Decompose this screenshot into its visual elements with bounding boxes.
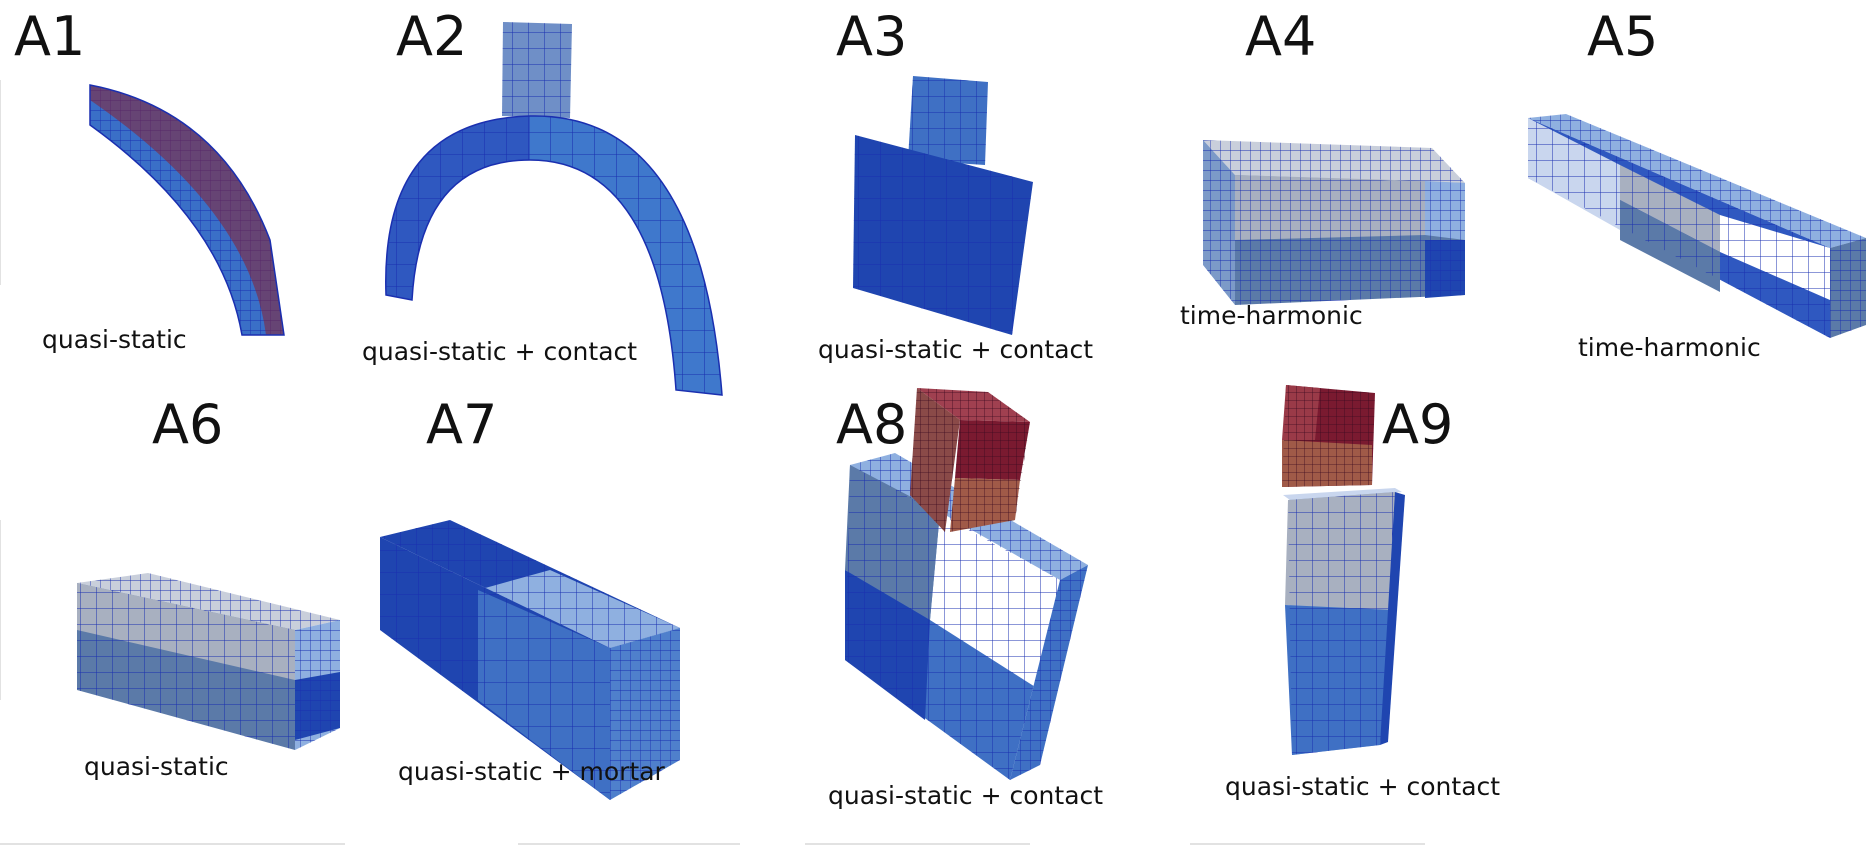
panel-a3: A3 quasi-static + contact xyxy=(818,5,1093,364)
panel-a1-label: A1 xyxy=(14,5,85,68)
bottom-rules xyxy=(0,80,1425,845)
panel-a4-mesh xyxy=(1203,140,1465,305)
panel-a5-mesh xyxy=(1528,114,1866,338)
panel-a7: A7 quasi-static + mortar xyxy=(380,393,680,800)
panel-a8-block xyxy=(910,388,1030,532)
panel-a8: A8 quasi-static + contact xyxy=(828,388,1103,810)
panel-a2-label: A2 xyxy=(396,5,467,68)
panel-a9-caption: quasi-static + contact xyxy=(1225,772,1500,801)
panel-a2-arch xyxy=(385,115,723,396)
panel-a5-label: A5 xyxy=(1587,5,1658,68)
panel-a5-caption: time-harmonic xyxy=(1578,333,1761,362)
panel-a7-label: A7 xyxy=(426,393,497,456)
panel-a7-mesh xyxy=(380,520,680,800)
panel-a9: A9 quasi-static + contact xyxy=(1225,385,1500,801)
panel-a1-mesh xyxy=(89,84,285,336)
panel-a2-block xyxy=(502,22,572,118)
panel-a9-column xyxy=(1283,488,1405,755)
panel-a6-caption: quasi-static xyxy=(84,752,229,781)
panel-a3-plate xyxy=(853,135,1033,335)
panel-a4-label: A4 xyxy=(1245,5,1316,68)
panel-a9-block xyxy=(1282,385,1375,487)
panel-a1-caption: quasi-static xyxy=(42,325,187,354)
panel-a6-mesh xyxy=(77,573,340,750)
panel-a7-caption: quasi-static + mortar xyxy=(398,757,666,786)
panel-a2: A2 quasi-static + contact xyxy=(362,5,723,396)
panel-a2-caption: quasi-static + contact xyxy=(362,337,637,366)
panel-a3-block xyxy=(908,76,988,165)
panel-a6: A6 quasi-static xyxy=(77,393,340,781)
panel-a6-label: A6 xyxy=(152,393,223,456)
panel-a4-caption: time-harmonic xyxy=(1180,301,1363,330)
panel-a9-label: A9 xyxy=(1382,393,1453,456)
panel-a8-caption: quasi-static + contact xyxy=(828,781,1103,810)
panel-a3-label: A3 xyxy=(836,5,907,68)
panel-a3-caption: quasi-static + contact xyxy=(818,335,1093,364)
panel-a4: A4 time-harmonic xyxy=(1180,5,1465,330)
panel-a1: A1 quasi-static xyxy=(14,5,285,354)
panel-a8-label: A8 xyxy=(836,393,907,456)
panel-a5: A5 time-harmonic xyxy=(1528,5,1866,362)
